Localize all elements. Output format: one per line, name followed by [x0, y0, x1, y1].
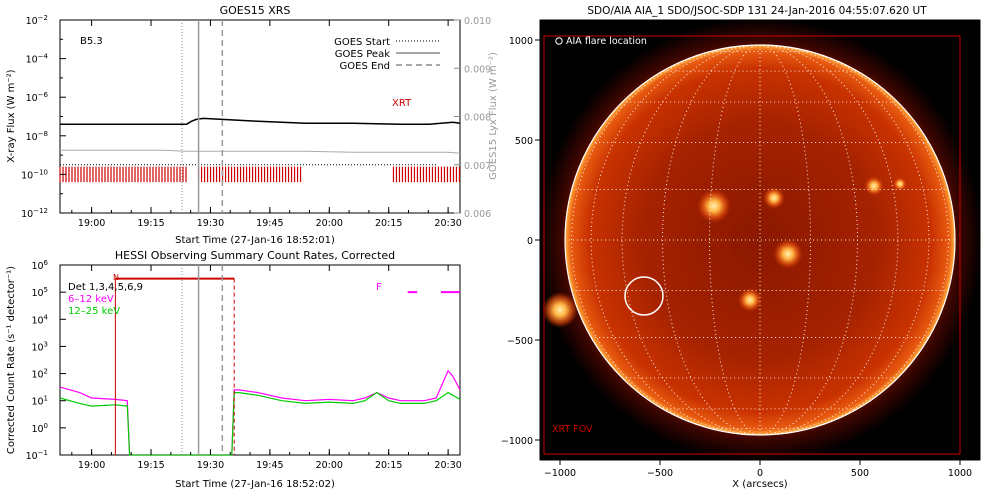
goes-y2-tick-label: 0.006	[464, 209, 491, 220]
goes-y2-tick-label: 0.007	[464, 161, 491, 172]
goes-x-tick-label: 20:00	[316, 218, 343, 229]
aia-y-tick-label: 0	[527, 236, 533, 247]
aia-y-tick-label: −500	[507, 336, 533, 347]
hessi-title: HESSI Observing Summary Count Rates, Cor…	[115, 249, 395, 262]
aia-y-axis: −1000 −500 0 500 1000	[501, 36, 540, 447]
goes-y2-tick-label: 0.010	[464, 16, 491, 27]
aia-image	[540, 20, 980, 460]
goes-x-tick-label: 19:15	[137, 218, 164, 229]
aia-panel: SDO/AIA AIA_1 SDO/JSOC-SDP 131 24-Jan-20…	[501, 5, 981, 490]
goes-y2-axis: 0.006 0.007 0.008 0.009 0.010	[454, 16, 491, 220]
legend-goes-end: GOES End	[340, 61, 390, 72]
aia-longitude-line	[759, 44, 858, 436]
goes-class-label: B5.3	[80, 36, 103, 47]
aia-flare-legend-circle	[555, 37, 563, 45]
aia-flare-location-label: AIA flare location	[566, 36, 647, 47]
goes-legend: GOES Start GOES Peak GOES End	[334, 37, 440, 72]
goes-x-tick-label: 19:00	[78, 218, 105, 229]
legend-goes-start: GOES Start	[334, 37, 390, 48]
aia-solar-disk	[565, 45, 955, 435]
goes-x-axis: 19:00 19:15 19:30 19:45 20:00 20:15 20:30	[71, 20, 462, 229]
aia-x-tick-label: −1000	[544, 468, 576, 479]
hessi-detector-label: Det 1,3,4,5,6,9	[68, 282, 143, 293]
aia-active-region	[738, 288, 762, 312]
hessi-night-label: N	[113, 273, 119, 282]
aia-active-region	[864, 176, 884, 196]
hessi-x-tick-label: 19:45	[256, 460, 283, 471]
goes-x-axis-title: Start Time (27-Jan-16 18:52:01)	[175, 235, 335, 246]
hessi-series-line	[59, 369, 461, 456]
aia-limb-circle	[564, 44, 956, 436]
goes-title: GOES15 XRS	[220, 4, 291, 17]
aia-xrt-fov-label: XRT FOV	[552, 424, 593, 435]
aia-heliographic-grid	[565, 44, 955, 436]
aia-y-tick-label: 500	[515, 136, 533, 147]
aia-y-tick-label: −1000	[501, 436, 533, 447]
goes-y2-tick-label: 0.009	[464, 64, 491, 75]
hessi-panel: HESSI Observing Summary Count Rates, Cor…	[6, 249, 462, 490]
aia-xrt-fov-box	[543, 35, 961, 455]
hessi-legend-12-25: 12–25 keV	[68, 306, 120, 317]
hessi-flare-label: F	[376, 282, 382, 293]
hessi-plot-area	[59, 264, 461, 456]
aia-active-region	[697, 189, 731, 223]
aia-x-axis-title: X (arcsecs)	[732, 479, 788, 490]
goes-y2-axis-title: GOES15 Lyx Flux (W m⁻²)	[488, 52, 499, 180]
hessi-plot-frame	[59, 264, 461, 456]
aia-active-region	[893, 177, 907, 191]
aia-longitude-line	[662, 44, 761, 436]
hessi-x-tick-label: 19:30	[197, 460, 224, 471]
hessi-x-tick-label: 19:15	[137, 460, 164, 471]
hessi-x-tick-label: 20:00	[316, 460, 343, 471]
goes-series-line	[60, 149, 461, 154]
legend-goes-peak: GOES Peak	[335, 49, 390, 60]
aia-x-axis: −1000 −500 0 500 1000	[544, 460, 972, 479]
aia-flare-circle	[624, 276, 664, 316]
aia-title: SDO/AIA AIA_1 SDO/JSOC-SDP 131 24-Jan-20…	[587, 5, 927, 17]
hessi-x-axis: 19:00 19:15 19:30 19:45 20:00 20:15 20:30	[71, 265, 462, 471]
goes-x-tick-label: 20:30	[434, 218, 461, 229]
goes-x-tick-label: 20:15	[375, 218, 402, 229]
goes-xrs-panel: GOES15 XRS 19:00 19:15 19:30 19:45 20:00 20:1…	[6, 4, 499, 246]
aia-y-tick-label: 1000	[509, 36, 533, 47]
hessi-x-tick-label: 19:00	[78, 460, 105, 471]
goes-x-tick-label: 19:30	[197, 218, 224, 229]
hessi-series-line	[59, 391, 461, 456]
goes-series-line	[60, 117, 461, 125]
hessi-x-tick-label: 20:30	[434, 460, 461, 471]
goes-x-tick-label: 19:45	[256, 218, 283, 229]
goes-xrt-label: XRT	[392, 98, 412, 109]
hessi-x-tick-label: 20:15	[375, 460, 402, 471]
hessi-y-axis-title: Corrected Count Rate (s⁻¹ detector⁻¹)	[6, 266, 17, 454]
aia-x-tick-label: 0	[757, 468, 763, 479]
aia-active-region	[542, 292, 578, 328]
hessi-legend-6-12: 6–12 keV	[68, 294, 114, 305]
goes-y2-tick-label: 0.008	[464, 113, 491, 124]
aia-x-tick-label: 1000	[948, 468, 972, 479]
aia-active-region	[763, 187, 785, 209]
aia-active-region	[773, 239, 803, 269]
aia-x-tick-label: 500	[851, 468, 869, 479]
hessi-x-axis-title: Start Time (27-Jan-16 18:52:02)	[175, 479, 335, 490]
goes-y-axis-title: X-ray Flux (W m⁻²)	[6, 69, 17, 162]
aia-x-tick-label: −500	[647, 468, 673, 479]
